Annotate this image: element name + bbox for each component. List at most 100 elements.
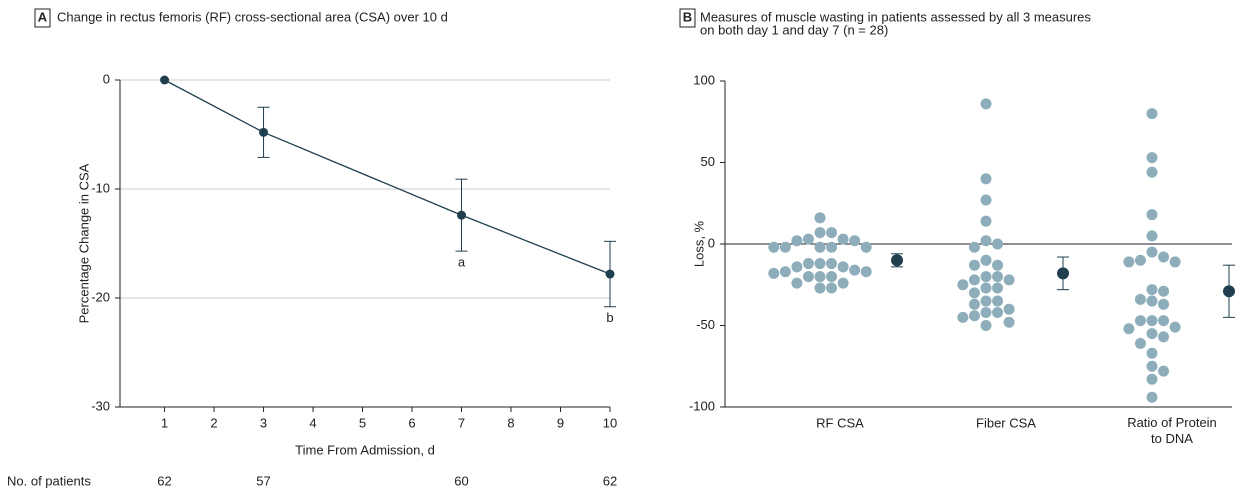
y-tick-label: 0 [708,235,715,250]
patients-count: 57 [256,473,270,488]
data-point [980,194,992,206]
data-point [968,298,980,310]
annotation: b [606,310,613,325]
data-point [980,295,992,307]
x-tick-label: Ratio of Protein to DNA [1127,415,1217,446]
data-point [605,269,615,279]
data-point [1134,315,1146,327]
data-point [779,266,791,278]
data-point [826,258,838,270]
data-point [826,271,838,283]
data-point [968,274,980,286]
data-point [802,233,814,245]
data-point [1123,256,1135,268]
data-point [992,282,1004,294]
data-point [968,259,980,271]
x-tick-label: 1 [161,415,168,430]
data-point [849,264,861,276]
data-point [992,306,1004,318]
data-point [1146,230,1158,242]
data-point [860,266,872,278]
data-point [1146,246,1158,258]
data-point [837,277,849,289]
data-point [992,271,1004,283]
data-point [1003,274,1015,286]
y-tick-label: -50 [696,317,715,332]
data-point [1146,360,1158,372]
x-tick-label: RF CSA [816,415,864,430]
data-point [457,210,467,220]
annotation: a [458,255,466,270]
x-tick-label: 7 [458,415,465,430]
data-point [1146,373,1158,385]
data-point [980,98,992,110]
chart-title: Measures of muscle wasting in patients a… [700,9,1091,24]
data-point [826,282,838,294]
data-point [814,227,826,239]
x-tick-label: 9 [557,415,564,430]
data-point [779,241,791,253]
data-point [968,241,980,253]
data-point [992,259,1004,271]
data-point [791,235,803,247]
y-axis-label: Loss, % [691,220,706,267]
data-point [980,320,992,331]
data-point [1158,365,1170,377]
data-point [1158,331,1170,343]
x-tick-label: 5 [359,415,366,430]
y-axis-label: Percentage Change in CSA [76,163,91,323]
panel-label-box [34,8,51,28]
data-point [791,261,803,273]
data-point [814,282,826,294]
data-point [980,282,992,294]
data-point [980,215,992,227]
data-point [826,227,838,239]
data-point [1003,303,1015,315]
y-tick-label: 50 [701,154,715,169]
x-tick-label: Fiber CSA [976,415,1036,430]
data-point [980,235,992,247]
data-point [1134,293,1146,305]
data-point [1146,108,1158,120]
data-point [860,241,872,253]
mean-point [891,254,903,267]
y-tick-label: 0 [103,71,110,86]
x-tick-label: 3 [260,415,267,430]
chart-title: Change in rectus femoris (RF) cross-sect… [57,9,448,24]
x-tick-label: 6 [408,415,415,430]
data-point [849,235,861,247]
data-point [814,241,826,253]
data-point [1169,256,1181,268]
y-tick-label: 100 [693,72,715,87]
x-axis-label: Time From Admission, d [295,442,435,457]
data-point [1146,152,1158,164]
data-point [1169,321,1181,333]
data-point [160,75,170,85]
data-point [1134,254,1146,266]
y-tick-label: -100 [689,398,715,413]
patients-count: 60 [454,473,468,488]
data-point [1146,209,1158,221]
x-tick-label: 2 [210,415,217,430]
data-point [1158,251,1170,263]
data-point [980,306,992,318]
data-point [1158,298,1170,310]
data-point [957,311,969,323]
x-tick-label: 4 [309,415,316,430]
y-tick-label: -30 [91,398,110,413]
panel-label: B [683,9,692,24]
data-point [768,241,780,253]
data-point [1146,166,1158,178]
panel-label: A [38,9,48,24]
data-point [1146,347,1158,359]
mean-point [1223,285,1235,298]
data-point [814,258,826,270]
data-point [1146,391,1158,403]
patients-label: No. of patients [7,473,91,488]
data-point [791,277,803,289]
data-point [980,271,992,283]
x-tick-label: 10 [603,415,617,430]
data-point [1158,315,1170,327]
